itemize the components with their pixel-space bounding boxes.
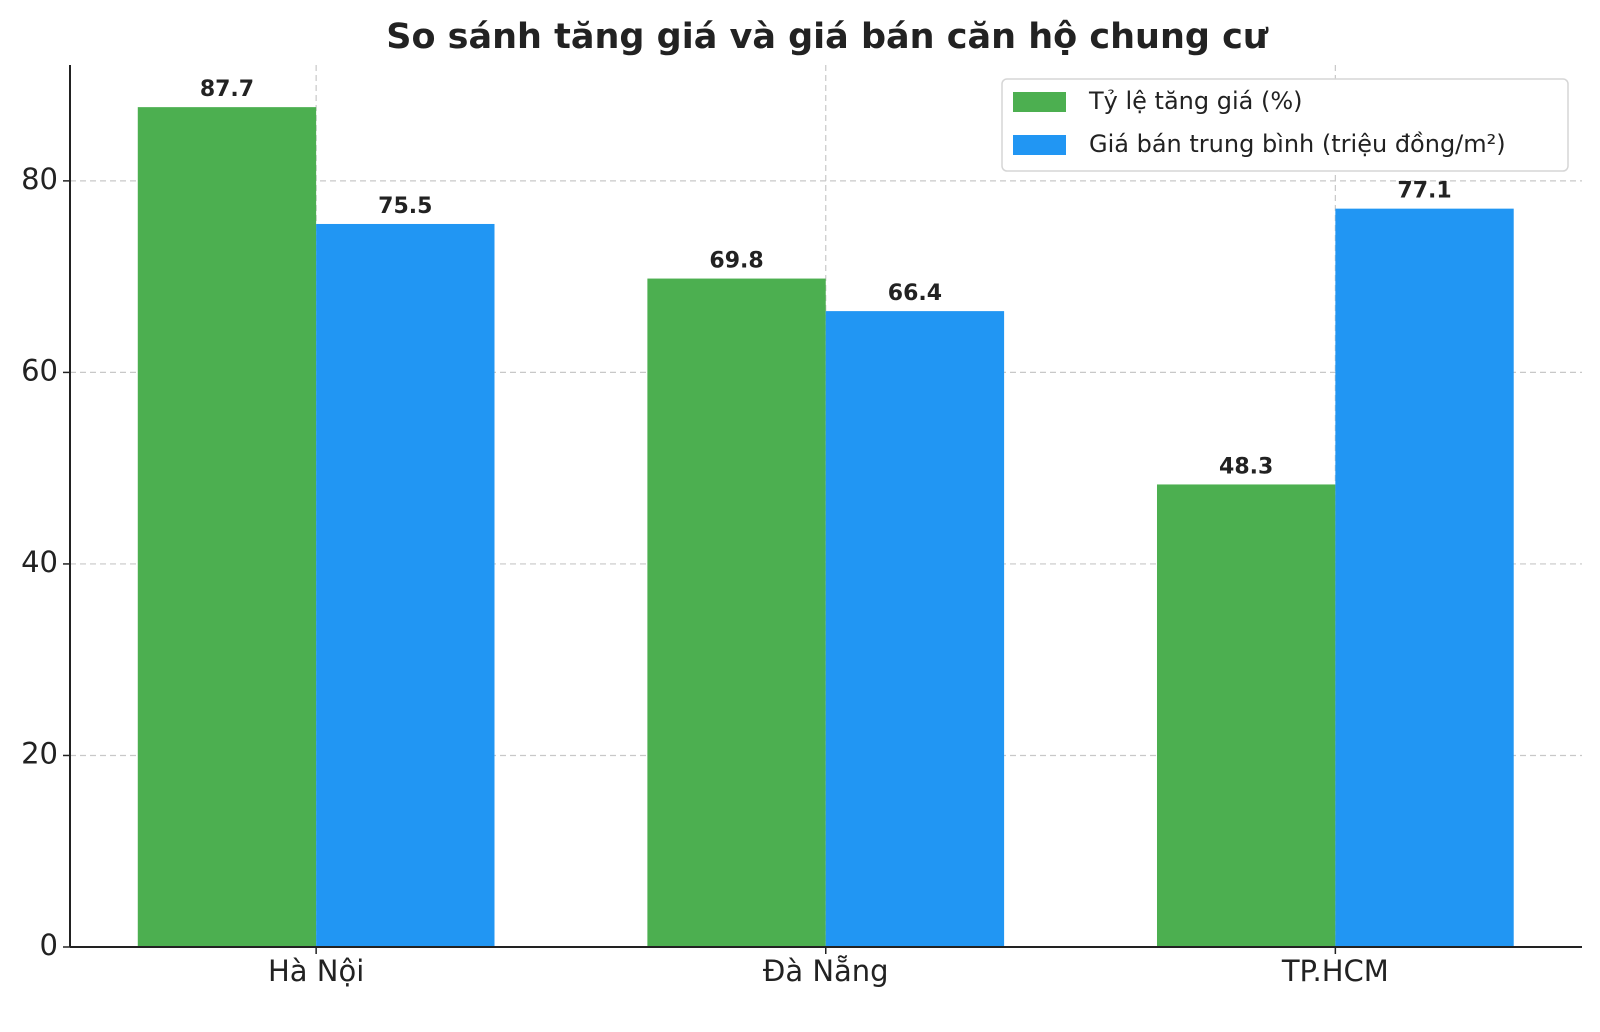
y-tick-label: 40 [21,545,58,579]
legend-swatch [1013,92,1066,112]
legend: Tỷ lệ tăng giá (%) Giá bán trung bình (tr… [1001,78,1569,172]
data-label: 48.3 [1219,454,1273,479]
data-label: 87.7 [200,77,254,102]
x-tick-label: Hà Nội [268,954,364,988]
data-label: 66.4 [888,281,942,306]
x-tick-label: TP.HCM [1281,954,1389,988]
data-label: 77.1 [1397,179,1451,204]
y-tick-label: 20 [21,736,58,770]
bar [825,311,1005,947]
data-label: 75.5 [378,194,432,219]
bar [1156,484,1336,947]
chart-title: So sánh tăng giá và giá bán căn hộ chung… [386,17,1269,57]
bar [316,223,495,947]
y-tick-label: 80 [21,162,58,196]
bar [647,278,826,947]
bar [137,107,317,947]
y-tick-label: 0 [40,928,58,962]
bar [1335,208,1514,948]
x-tick-label: Đà Nẵng [763,954,889,988]
legend-swatch [1013,135,1066,155]
y-tick-label: 60 [21,353,58,387]
legend-frame [1001,78,1569,172]
data-label: 69.8 [709,249,763,274]
legend-label: Giá bán trung bình (triệu đồng/m²) [1089,130,1506,158]
legend-label: Tỷ lệ tăng giá (%) [1088,87,1303,115]
